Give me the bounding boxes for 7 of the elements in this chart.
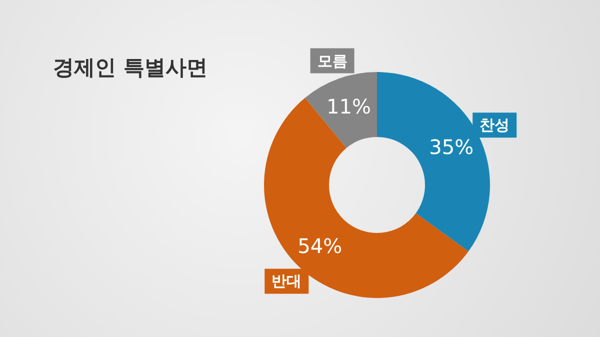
slice-label: 반대 <box>272 272 302 290</box>
slice-label: 모름 <box>317 52 348 70</box>
data-label: 11% <box>326 94 371 118</box>
chart-title: 경제인 특별사면 <box>53 56 208 80</box>
data-label: 54% <box>298 234 342 258</box>
data-label: 35% <box>429 135 474 160</box>
slice-label: 찬성 <box>480 116 510 134</box>
